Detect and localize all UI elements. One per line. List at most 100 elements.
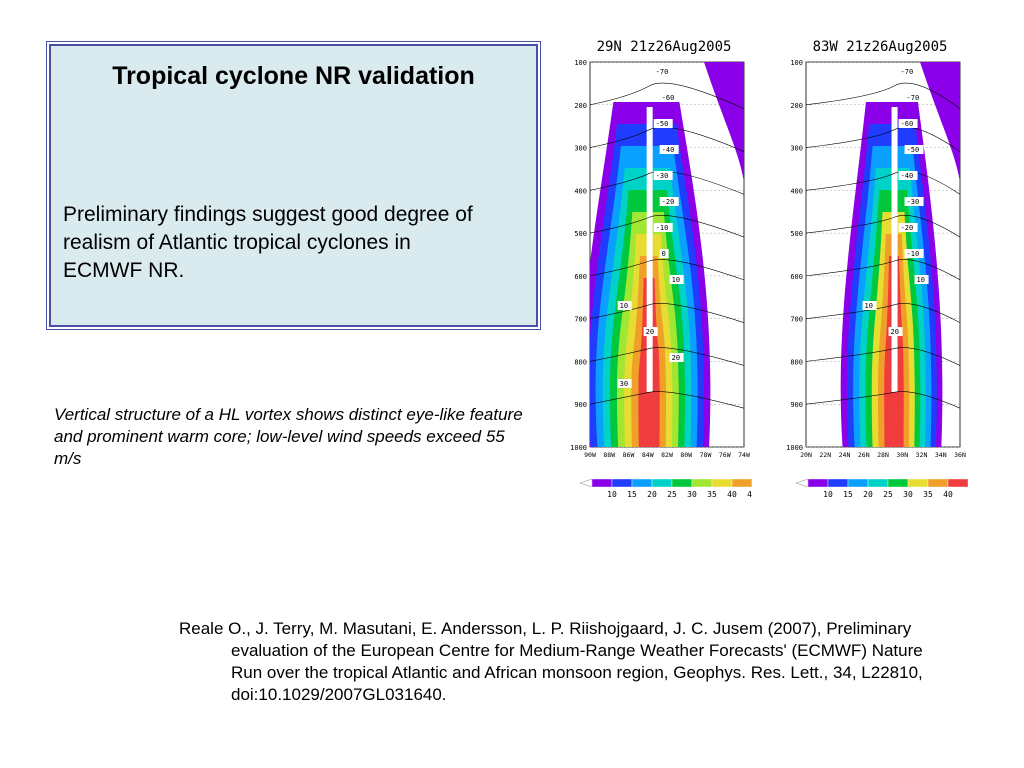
contour-label: -20 (662, 198, 675, 206)
colorbar-segment (907, 478, 929, 488)
colorbar-segment (847, 478, 869, 488)
y-tick-label: 700 (790, 316, 803, 324)
colorbar-segment (807, 478, 829, 488)
y-tick-label: 500 (574, 230, 587, 238)
contour-label: -30 (656, 172, 669, 180)
summary-text: Preliminary findings suggest good degree… (63, 203, 473, 282)
temperature-contour (806, 215, 960, 238)
chart-title: 29N 21z26Aug2005 (597, 39, 732, 55)
x-tick-label: 76W (719, 451, 731, 459)
colorbar-label: 40 (943, 490, 953, 499)
contour-label: 10 (917, 276, 925, 284)
contour-label-bg (904, 249, 924, 258)
eye-gap (646, 107, 653, 392)
y-tick-label: 200 (790, 102, 803, 110)
colorbar-min-arrow (795, 478, 809, 488)
chart-svg: 83W 21z26Aug2005 -70 -70 -60 -50 -40 -30 -20 -10… (786, 39, 980, 499)
contour-label-bg (898, 171, 918, 180)
outflow-band (704, 62, 744, 182)
eye-gap (891, 107, 898, 392)
contour-label-bg (898, 119, 918, 128)
x-tick-label: 34N (935, 451, 947, 459)
colorbar-segment (631, 478, 653, 488)
colorbar-label: 10 (823, 490, 833, 499)
y-tick-label: 900 (574, 401, 587, 409)
contour-label-bg (914, 275, 929, 284)
x-tick-label: 28N (877, 451, 889, 459)
temperature-contour (590, 126, 744, 152)
contour-label-bg (898, 67, 918, 76)
temperature-contour (590, 391, 744, 409)
x-tick-label: 24N (839, 451, 851, 459)
contour-label: -20 (901, 224, 914, 232)
chart-svg: 29N 21z26Aug2005 -70 -60 -50 -40 -30 -20 -10 0 10… (570, 39, 784, 499)
y-tick-label: 100 (574, 59, 587, 67)
colorbar-label: 35 (923, 490, 933, 499)
colorbar-segment (927, 478, 949, 488)
colorbar-segment (691, 478, 713, 488)
colorbar-label: 45 (747, 490, 752, 499)
temperature-contour (806, 126, 960, 152)
contour-label: 20 (672, 354, 680, 362)
contour-label: -50 (907, 146, 920, 154)
contour-label: -70 (907, 94, 920, 102)
contour-label: -60 (901, 120, 914, 128)
cross-section-chart-lat: 83W 21z26Aug2005 -70 -70 -60 -50 -40 -30 -20 -10… (768, 32, 980, 507)
temperature-contour (590, 303, 744, 323)
contour-label-bg (659, 249, 669, 258)
contour-label-bg (653, 119, 673, 128)
colorbar-segment (671, 478, 693, 488)
contour-label: -30 (907, 198, 920, 206)
contour-label-bg (653, 223, 673, 232)
contour-label: 10 (672, 276, 680, 284)
colorbar-segment (591, 478, 613, 488)
x-tick-label: 78W (700, 451, 712, 459)
temperature-contour (806, 170, 960, 195)
colorbar-label: 10 (607, 490, 617, 499)
x-tick-label: 86W (623, 451, 635, 459)
citation: Reale O., J. Terry, M. Masutani, E. Ande… (179, 619, 923, 704)
figure-caption: Vertical structure of a HL vortex shows … (54, 405, 523, 468)
chart-title: 83W 21z26Aug2005 (813, 39, 948, 55)
x-tick-label: 80W (680, 451, 692, 459)
contour-label-bg (904, 145, 924, 154)
y-tick-label: 600 (790, 273, 803, 281)
colorbar-segment (947, 478, 969, 488)
x-tick-label: 74W (738, 451, 750, 459)
colorbar-label: 25 (883, 490, 893, 499)
temperature-contour (590, 215, 744, 238)
temperature-contour (806, 391, 960, 409)
contour-label: -10 (656, 224, 669, 232)
y-tick-label: 800 (574, 358, 587, 366)
colorbar-segment (651, 478, 673, 488)
contour-label: -10 (907, 250, 920, 258)
y-tick-label: 400 (790, 187, 803, 195)
contour-label-bg (617, 301, 632, 310)
cross-section-chart-lon: 29N 21z26Aug2005 -70 -60 -50 -40 -30 -20 -10 0 10… (552, 32, 784, 507)
temperature-contour (590, 171, 744, 195)
temperature-contour (590, 82, 744, 110)
y-tick-label: 600 (574, 273, 587, 281)
x-tick-label: 36N (954, 451, 966, 459)
contour-label: 10 (865, 302, 873, 310)
x-tick-label: 90W (584, 451, 596, 459)
contour-label-bg (617, 379, 632, 388)
temperature-contour (590, 259, 744, 281)
summary-box: Tropical cyclone NR validation Prelimina… (46, 41, 541, 330)
temperature-contour (590, 347, 744, 366)
y-tick-label: 800 (790, 358, 803, 366)
colorbar-label: 15 (627, 490, 637, 499)
colorbar-segment (611, 478, 633, 488)
x-tick-label: 26N (858, 451, 870, 459)
contour-label-bg (643, 327, 658, 336)
colorbar-segment (887, 478, 909, 488)
outflow-band (920, 62, 960, 182)
contour-label: -50 (656, 120, 669, 128)
contour-label: 10 (620, 302, 628, 310)
y-tick-label: 200 (574, 102, 587, 110)
y-tick-label: 500 (790, 230, 803, 238)
colorbar-label: 25 (667, 490, 677, 499)
contour-label-bg (888, 327, 903, 336)
slide-title: Tropical cyclone NR validation (112, 62, 475, 90)
y-tick-label: 900 (790, 401, 803, 409)
